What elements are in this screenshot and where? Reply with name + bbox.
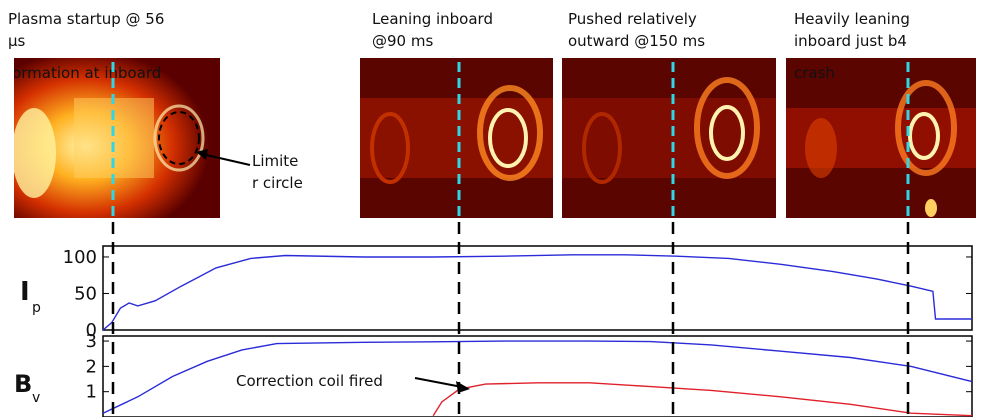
bv-ylabel: B v xyxy=(14,370,40,406)
plot-frame-1 xyxy=(102,335,973,417)
ytick-label-0-0: 0 xyxy=(86,320,97,341)
plot-frame-0 xyxy=(102,245,973,331)
camera-frame-leaning-inboard xyxy=(360,58,553,218)
correction-arrow xyxy=(414,377,470,393)
bv-ylabel-sub: v xyxy=(32,390,40,406)
time-markers xyxy=(111,222,910,417)
ytick-label-0-1: 50 xyxy=(74,283,97,304)
frame-overlay-formation: Formation at inboard xyxy=(14,64,161,82)
caption-leaning-inboard: Leaning inboard @90 ms xyxy=(372,10,493,50)
caption-startup: Plasma startup @ 56 μs xyxy=(8,10,165,50)
camera-frame-startup: Formation at inboard xyxy=(14,58,220,218)
camera-frame-heavily-leaning: crash xyxy=(786,58,976,218)
ip-ylabel: I p xyxy=(20,277,41,316)
limiter-arrow xyxy=(196,149,251,166)
cyan-time-markers xyxy=(111,62,910,218)
caption-heavily-leaning: Heavily leaning inboard just b4 xyxy=(794,10,910,50)
ytick-label-1-0: 1 xyxy=(86,382,97,403)
series-line-0-0 xyxy=(102,254,972,331)
frame-overlay-crash: crash xyxy=(794,64,835,82)
ip-ylabel-main: I xyxy=(20,277,30,307)
ytick-label-1-1: 2 xyxy=(86,356,97,377)
bv-chart: 1 2 3 xyxy=(86,331,973,417)
series-line-1-1 xyxy=(432,382,973,417)
camera-frame-pushed-outward xyxy=(562,58,776,218)
series-line-1-0 xyxy=(102,340,973,414)
bv-ylabel-main: B xyxy=(14,370,32,398)
ip-ylabel-sub: p xyxy=(32,300,41,316)
ip-chart: 0 50 100 xyxy=(63,245,973,341)
caption-pushed-outward: Pushed relatively outward @150 ms xyxy=(568,10,706,50)
limiter-circle-label: Limite r circle xyxy=(252,152,303,192)
correction-coil-annotation: Correction coil fired xyxy=(236,372,383,390)
ytick-label-0-2: 100 xyxy=(63,247,97,268)
ytick-label-1-2: 3 xyxy=(86,331,97,352)
